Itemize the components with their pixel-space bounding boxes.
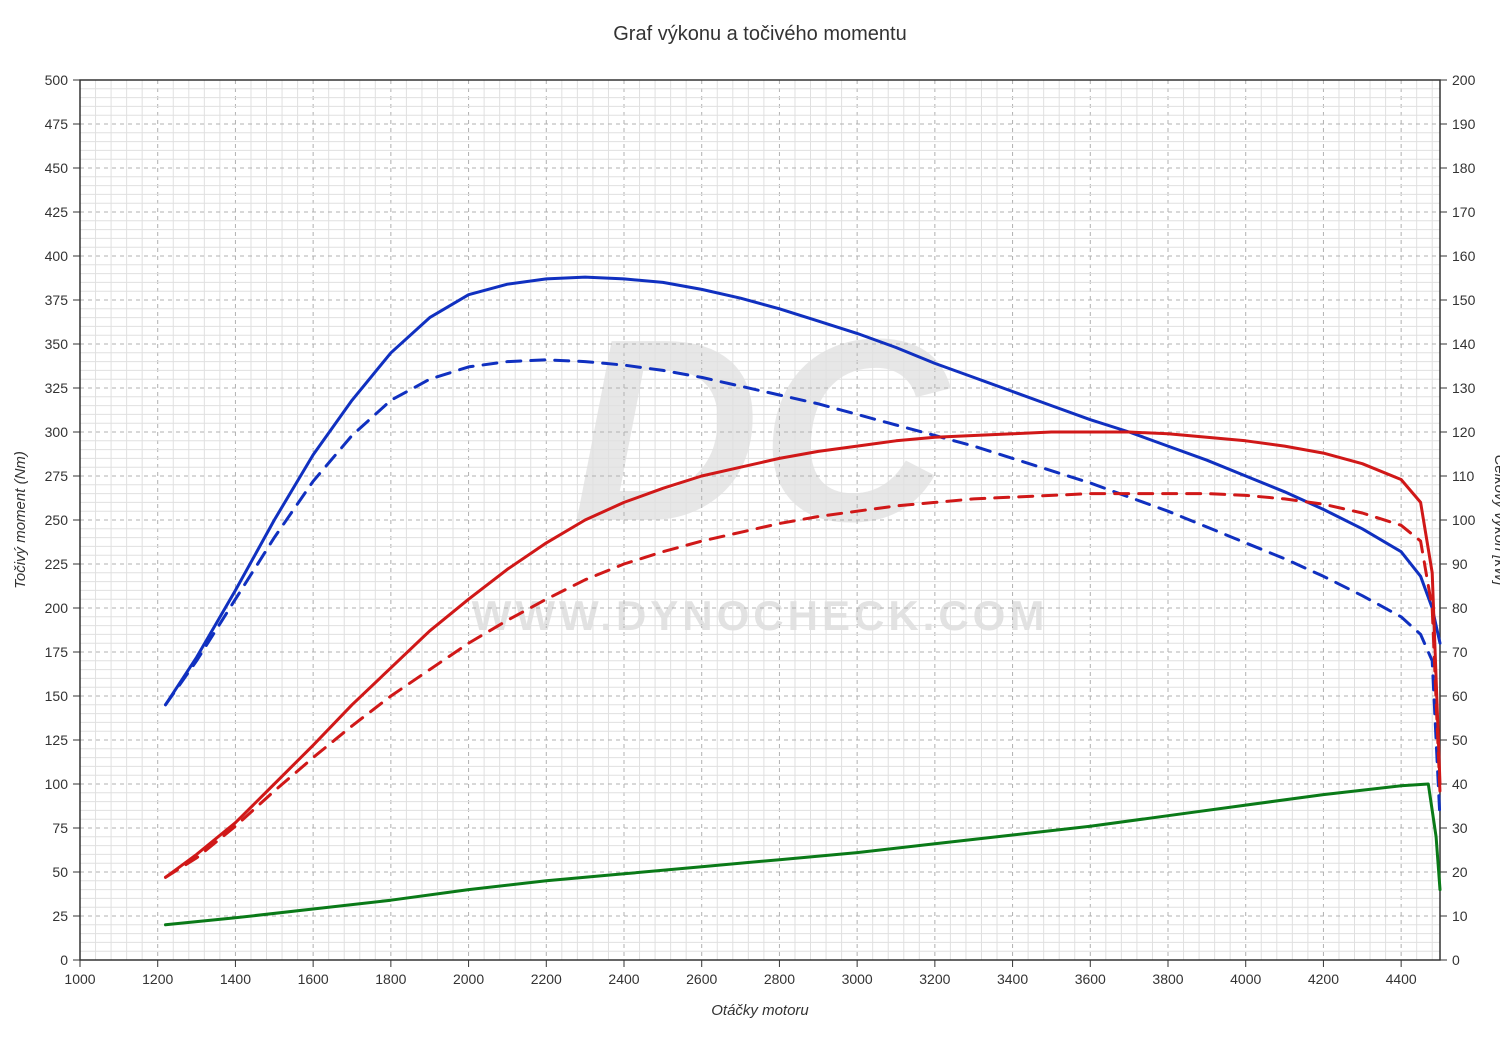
yr-tick-label: 100 [1452,512,1476,528]
x-tick-label: 2000 [453,971,484,987]
x-tick-label: 2200 [531,971,562,987]
yr-tick-label: 90 [1452,556,1468,572]
x-tick-label: 2600 [686,971,717,987]
chart-title: Graf výkonu a točivého momentu [613,23,906,45]
yl-tick-label: 500 [45,72,69,88]
yl-tick-label: 0 [60,952,68,968]
yr-tick-label: 40 [1452,776,1468,792]
yr-tick-label: 0 [1452,952,1460,968]
yl-tick-label: 475 [45,116,69,132]
x-tick-label: 4200 [1308,971,1339,987]
x-tick-label: 1800 [375,971,406,987]
x-tick-label: 3800 [1152,971,1183,987]
yl-tick-label: 75 [52,820,68,836]
x-tick-label: 1200 [142,971,173,987]
yl-tick-label: 100 [45,776,69,792]
yl-tick-label: 350 [45,336,69,352]
yr-tick-label: 30 [1452,820,1468,836]
yl-tick-label: 450 [45,160,69,176]
x-tick-label: 1400 [220,971,251,987]
svg-text:DC: DC [572,286,951,576]
gridlines [80,80,1440,960]
x-tick-label: 4400 [1386,971,1417,987]
yl-tick-label: 125 [45,732,69,748]
yr-tick-label: 180 [1452,160,1476,176]
yr-tick-label: 80 [1452,600,1468,616]
yr-tick-label: 190 [1452,116,1476,132]
chart-svg: DCWWW.DYNOCHECK.COM100012001400160018002… [0,0,1500,1040]
dyno-chart: DCWWW.DYNOCHECK.COM100012001400160018002… [0,0,1500,1040]
yl-tick-label: 375 [45,292,69,308]
yr-tick-label: 170 [1452,204,1476,220]
yl-tick-label: 150 [45,688,69,704]
yl-tick-label: 200 [45,600,69,616]
yr-tick-label: 10 [1452,908,1468,924]
yl-tick-label: 325 [45,380,69,396]
x-axis-label: Otáčky motoru [711,1002,809,1019]
yr-tick-label: 20 [1452,864,1468,880]
yr-tick-label: 130 [1452,380,1476,396]
x-tick-label: 3200 [919,971,950,987]
x-tick-label: 3600 [1075,971,1106,987]
yr-tick-label: 120 [1452,424,1476,440]
x-tick-label: 2800 [764,971,795,987]
yl-tick-label: 400 [45,248,69,264]
yr-tick-label: 150 [1452,292,1476,308]
y-right-label: Celkový výkon [kW] [1491,455,1500,587]
yl-tick-label: 425 [45,204,69,220]
yl-tick-label: 175 [45,644,69,660]
x-tick-label: 2400 [608,971,639,987]
yr-tick-label: 160 [1452,248,1476,264]
x-tick-label: 1000 [64,971,95,987]
yr-tick-label: 70 [1452,644,1468,660]
x-tick-label: 3400 [997,971,1028,987]
x-tick-label: 3000 [842,971,873,987]
yr-tick-label: 50 [1452,732,1468,748]
yr-tick-label: 110 [1452,468,1475,484]
yl-tick-label: 300 [45,424,69,440]
yl-tick-label: 275 [45,468,69,484]
x-tick-label: 1600 [298,971,329,987]
yl-tick-label: 25 [52,908,68,924]
yl-tick-label: 50 [52,864,68,880]
yr-tick-label: 200 [1452,72,1476,88]
x-tick-label: 4000 [1230,971,1261,987]
yl-tick-label: 250 [45,512,69,528]
yl-tick-label: 225 [45,556,69,572]
y-left-label: Točivý moment (Nm) [12,451,29,589]
yr-tick-label: 140 [1452,336,1476,352]
yr-tick-label: 60 [1452,688,1468,704]
